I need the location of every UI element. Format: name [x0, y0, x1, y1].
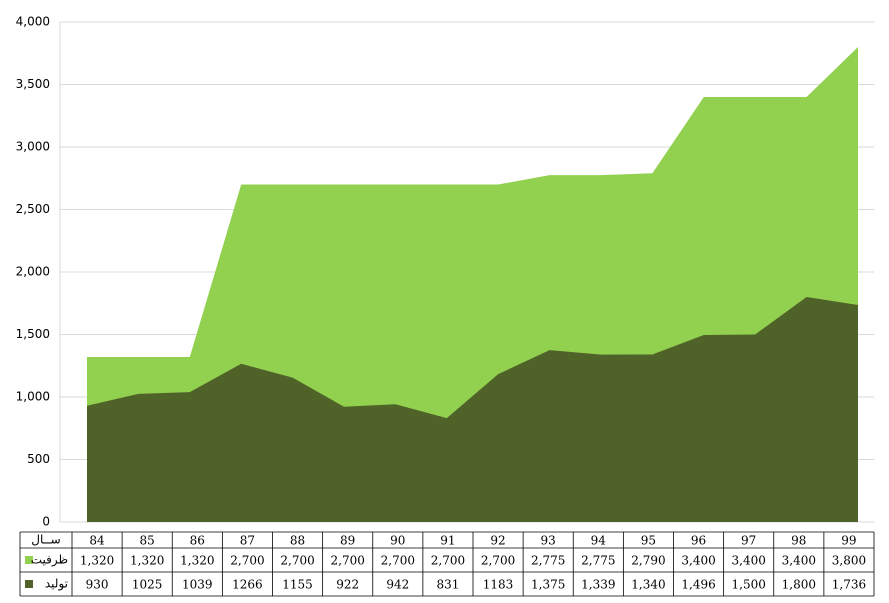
y-tick-label: 3,500 — [16, 77, 50, 91]
table-value: 1025 — [132, 578, 163, 592]
table-value: 1,500 — [732, 578, 766, 592]
table-value: 1,340 — [631, 578, 665, 592]
y-tick-label: 4,000 — [16, 15, 50, 29]
legend-label: تولید — [45, 577, 68, 592]
x-tick-label: 86 — [190, 534, 205, 548]
y-tick-label: 0 — [42, 515, 50, 529]
x-tick-label: 96 — [691, 534, 706, 548]
table-header-label: ســال — [31, 533, 60, 547]
y-tick-label: 1,000 — [16, 390, 50, 404]
table-value: 930 — [86, 578, 109, 592]
table-value: 1155 — [282, 578, 313, 592]
x-tick-label: 84 — [89, 534, 105, 548]
table-value: 1,320 — [80, 554, 114, 568]
table-value: 2,700 — [331, 554, 365, 568]
table-value: 2,775 — [581, 554, 615, 568]
y-tick-label: 2,500 — [16, 202, 50, 216]
x-tick-label: 87 — [240, 534, 255, 548]
table-value: 922 — [336, 578, 359, 592]
table-value: 2,790 — [631, 554, 665, 568]
table-value: 2,700 — [230, 554, 264, 568]
table-value: 2,775 — [531, 554, 565, 568]
table-value: 942 — [386, 578, 409, 592]
table-value: 2,700 — [280, 554, 314, 568]
table-value: 1039 — [182, 578, 213, 592]
x-tick-label: 92 — [490, 534, 505, 548]
x-tick-label: 88 — [290, 534, 305, 548]
table-value: 1183 — [483, 578, 514, 592]
legend-swatch — [25, 556, 33, 564]
x-tick-label: 94 — [591, 534, 607, 548]
table-value: 1,800 — [782, 578, 816, 592]
legend-label: ظرفیت — [31, 553, 68, 568]
x-tick-label: 91 — [440, 534, 455, 548]
table-value: 3,400 — [681, 554, 715, 568]
table-value: 1,375 — [531, 578, 565, 592]
table-value: 2,700 — [381, 554, 415, 568]
x-tick-label: 89 — [340, 534, 355, 548]
table-value: 3,400 — [732, 554, 766, 568]
table-value: 831 — [436, 578, 459, 592]
table-value: 2,700 — [431, 554, 465, 568]
y-tick-label: 2,000 — [16, 265, 50, 279]
y-tick-label: 500 — [27, 452, 50, 466]
legend-swatch — [25, 580, 33, 588]
table-value: 1,339 — [581, 578, 615, 592]
table-value: 1,736 — [832, 578, 866, 592]
table-value: 1,320 — [180, 554, 214, 568]
x-tick-label: 99 — [841, 534, 856, 548]
area — [87, 297, 858, 522]
x-tick-label: 93 — [541, 534, 556, 548]
table-value: 1266 — [232, 578, 263, 592]
table-value: 3,800 — [832, 554, 866, 568]
x-tick-label: 95 — [641, 534, 656, 548]
table-value: 1,320 — [130, 554, 164, 568]
table-value: 3,400 — [782, 554, 816, 568]
x-tick-label: 98 — [791, 534, 806, 548]
x-tick-label: 97 — [741, 534, 756, 548]
table-value: 1,496 — [681, 578, 715, 592]
x-tick-label: 85 — [140, 534, 155, 548]
x-tick-label: 90 — [390, 534, 405, 548]
y-tick-label: 1,500 — [16, 327, 50, 341]
y-tick-label: 3,000 — [16, 140, 50, 154]
table-value: 2,700 — [481, 554, 515, 568]
